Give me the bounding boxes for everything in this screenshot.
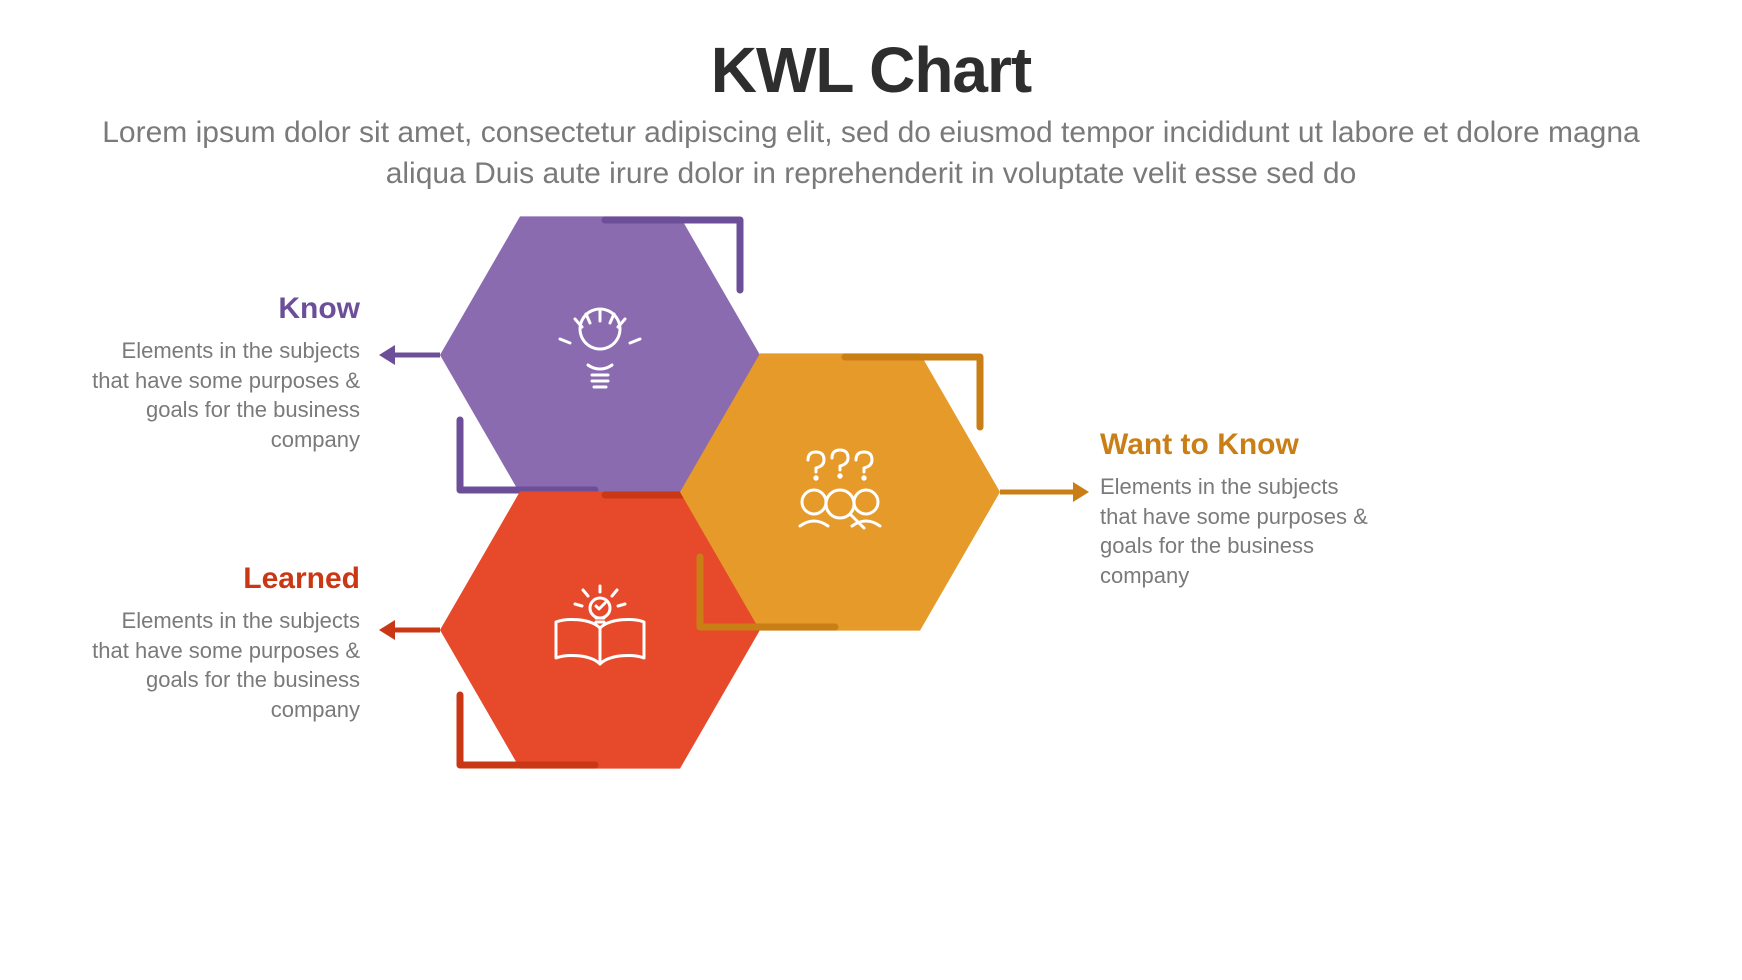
learned-label-block: Learned Elements in the subjects that ha… <box>80 562 360 725</box>
diagram-svg <box>0 0 1742 980</box>
learned-desc: Elements in the subjects that have some … <box>80 606 360 725</box>
want-arrow-head <box>1073 482 1089 502</box>
know-arrow-head <box>379 345 395 365</box>
know-title: Know <box>80 292 360 326</box>
learned-title: Learned <box>80 562 360 596</box>
know-label-block: Know Elements in the subjects that have … <box>80 292 360 455</box>
learned-arrow <box>379 620 440 640</box>
learned-arrow-head <box>379 620 395 640</box>
want-arrow <box>1000 482 1089 502</box>
infographic-stage: KWL Chart Lorem ipsum dolor sit amet, co… <box>0 0 1742 980</box>
want-title: Want to Know <box>1100 428 1380 462</box>
know-arrow <box>379 345 440 365</box>
know-desc: Elements in the subjects that have some … <box>80 336 360 455</box>
want-desc: Elements in the subjects that have some … <box>1100 472 1380 591</box>
want-label-block: Want to Know Elements in the subjects th… <box>1100 428 1380 591</box>
